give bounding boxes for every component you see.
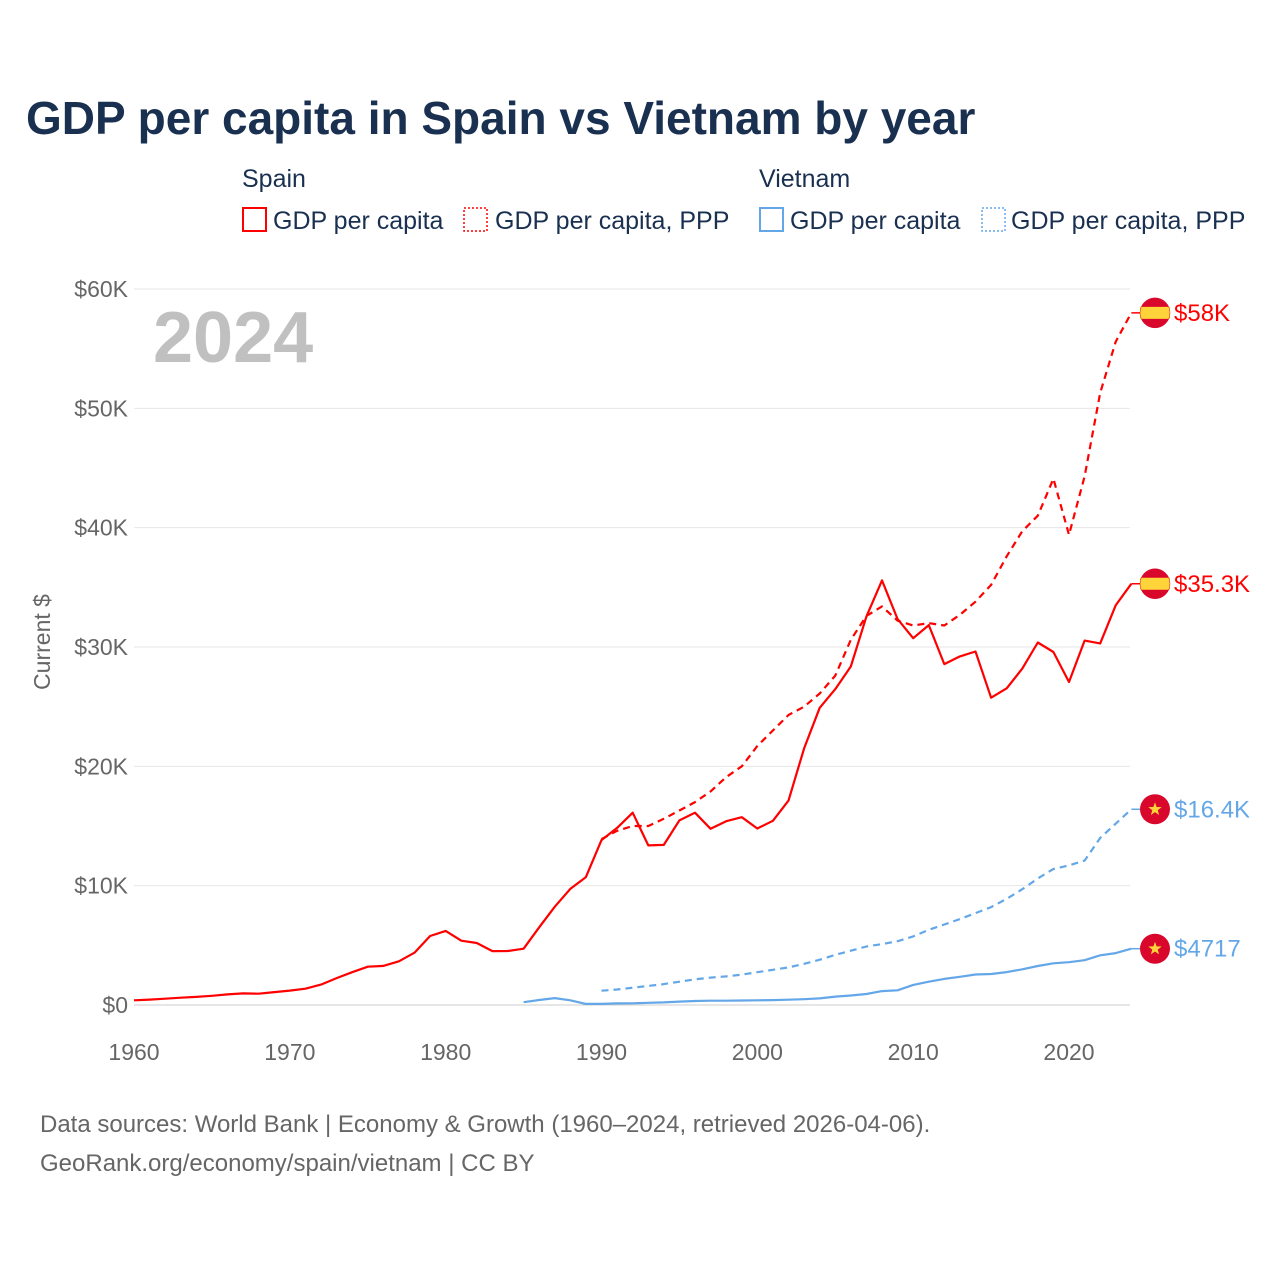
series-lines	[133, 312, 1133, 1005]
legend-item-spain-gdp[interactable]: GDP per capita	[273, 207, 444, 235]
source-line-2[interactable]: GeoRank.org/economy/spain/vietnam | CC B…	[40, 1150, 534, 1177]
y-tick-label: $30K	[74, 634, 128, 660]
end-label-spain-gdp-per-capita-ppp: $58K	[1174, 300, 1230, 327]
x-tick-label: 1970	[264, 1039, 315, 1065]
legend-group-spain: Spain	[242, 165, 306, 193]
legend: Spain Vietnam GDP per capita GDP per cap…	[242, 165, 1245, 235]
chart-title: GDP per capita in Spain vs Vietnam by ye…	[26, 92, 975, 144]
x-axis: 1960 1970 1980 1990 2000 2010 2020	[108, 1039, 1094, 1065]
year-watermark: 2024	[153, 298, 313, 378]
gridlines	[134, 288, 1130, 1006]
legend-item-vietnam-ppp[interactable]: GDP per capita, PPP	[1011, 207, 1245, 235]
series-line-spain-gdp-per-capita-ppp	[600, 312, 1133, 841]
y-axis: $0 $10K $20K $30K $40K $50K $60K	[74, 276, 128, 1018]
legend-swatch-vietnam-ppp	[981, 207, 1006, 232]
legend-swatch-vietnam-gdp	[759, 207, 784, 232]
x-tick-label: 2010	[888, 1039, 939, 1065]
spain-flag-icon	[1139, 568, 1171, 600]
end-label-vietnam-gdp-per-capita-ppp: $16.4K	[1174, 796, 1250, 823]
y-tick-label: $0	[102, 992, 128, 1018]
x-tick-label: 2020	[1043, 1039, 1094, 1065]
y-tick-label: $40K	[74, 515, 128, 541]
spain-flag-icon	[1139, 297, 1171, 329]
x-tick-label: 2000	[732, 1039, 783, 1065]
x-tick-label: 1980	[420, 1039, 471, 1065]
y-axis-label: Current $	[29, 594, 55, 690]
y-tick-label: $10K	[74, 873, 128, 899]
legend-group-vietnam: Vietnam	[759, 165, 850, 193]
legend-swatch-spain-gdp	[242, 207, 267, 232]
legend-item-spain-ppp[interactable]: GDP per capita, PPP	[495, 207, 729, 235]
end-label-vietnam-gdp-per-capita: $4717	[1174, 936, 1241, 963]
legend-swatch-spain-ppp	[463, 207, 488, 232]
end-labels: $35.3K $58K $4717 $16.4K	[1131, 297, 1250, 964]
series-line-vietnam-gdp-per-capita	[523, 947, 1132, 1005]
source-line-1: Data sources: World Bank | Economy & Gro…	[40, 1111, 930, 1138]
vietnam-flag-icon	[1140, 794, 1170, 825]
y-tick-label: $60K	[74, 276, 128, 302]
x-tick-label: 1960	[108, 1039, 159, 1065]
series-line-spain-gdp-per-capita	[133, 579, 1133, 1002]
x-tick-label: 1990	[576, 1039, 627, 1065]
series-line-vietnam-gdp-per-capita-ppp	[601, 808, 1133, 992]
end-label-spain-gdp-per-capita: $35.3K	[1174, 571, 1250, 598]
vietnam-flag-icon	[1140, 933, 1170, 964]
y-tick-label: $50K	[74, 395, 128, 421]
y-tick-label: $20K	[74, 753, 128, 779]
legend-item-vietnam-gdp[interactable]: GDP per capita	[790, 207, 961, 235]
